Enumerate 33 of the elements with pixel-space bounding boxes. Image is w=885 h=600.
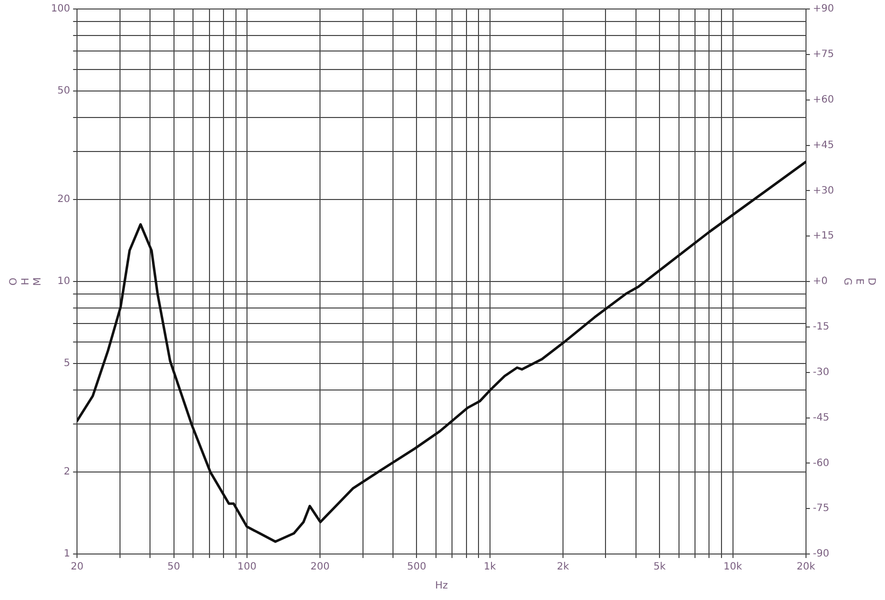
y-tick-label: 1 <box>64 548 70 560</box>
y2-tick-label: -75 <box>812 503 830 514</box>
y2-tick-label: +45 <box>812 140 834 151</box>
x-tick-label: 100 <box>237 562 256 573</box>
x-tick-label: 10k <box>724 562 742 573</box>
y2-tick-label: +90 <box>812 4 834 15</box>
y-tick-label: 5 <box>64 358 70 370</box>
y-axis-title: OHM <box>8 277 44 286</box>
y2-tick-label: +0 <box>812 276 828 288</box>
x-tick-label: 5k <box>654 562 666 573</box>
y-tick-label: 10 <box>57 276 70 288</box>
y2-tick-label: +60 <box>812 94 834 106</box>
y2-tick-label: +15 <box>812 230 834 242</box>
y-tick-label: 20 <box>57 194 70 206</box>
x-tick-label: 2k <box>556 562 570 573</box>
x-tick-label: 50 <box>167 562 180 573</box>
y-tick-label: 2 <box>64 466 70 478</box>
y2-tick-label: -30 <box>812 366 830 378</box>
y2-tick-label: -15 <box>812 322 830 333</box>
x-tick-label: 1k <box>484 562 496 573</box>
x-tick-label: 20k <box>796 562 816 573</box>
y2-tick-label: -60 <box>812 458 830 469</box>
x-axis-title: Hz <box>435 580 448 592</box>
x-tick-label: 500 <box>407 562 426 573</box>
y2-tick-label: +30 <box>812 185 834 196</box>
y-tick-label: 50 <box>57 86 70 97</box>
x-tick-label: 200 <box>310 562 330 573</box>
y2-tick-label: +75 <box>812 49 834 60</box>
y2-tick-label: -90 <box>812 548 830 560</box>
y2-tick-label: -45 <box>812 412 830 424</box>
y-tick-label: 100 <box>50 4 70 15</box>
x-tick-label: 20 <box>70 562 84 573</box>
y2-axis-title: DEG <box>841 278 876 286</box>
